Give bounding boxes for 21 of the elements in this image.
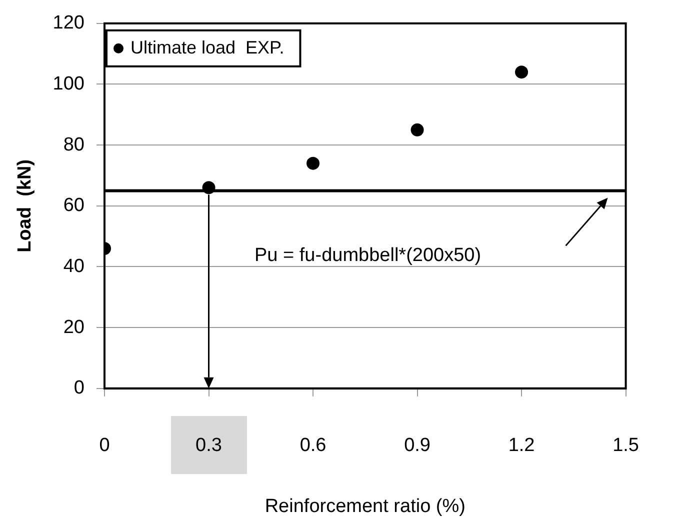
point [410,123,424,136]
point [306,156,320,170]
y-tick-label: 60 [63,195,84,216]
x-tick-label: 0.9 [404,435,430,456]
x-tick-label: 0.3 [196,435,222,456]
point [515,66,528,79]
y-tick-label: 0 [74,378,84,399]
x-axis-title: Reinforcement ratio (%) [264,496,466,517]
y-tick-label: 20 [63,316,84,338]
point [202,181,216,194]
y-axis-title: Load (kN) [14,159,36,252]
x-tick-label: 1.5 [612,435,640,456]
x-tick-label: 0.6 [300,435,326,456]
x-tick-label: 0 [99,435,110,456]
ref-line-label: Pu = fu-dumbbell*(200x50) [254,244,482,266]
y-tick-label: 120 [52,12,84,34]
y-tick-label: 80 [63,134,84,156]
legend-label: Ultimate load EXP. [130,37,284,58]
y-tick-label: 100 [52,73,84,94]
x-tick-label: 1.2 [508,435,535,456]
y-tick-label: 40 [63,256,84,277]
